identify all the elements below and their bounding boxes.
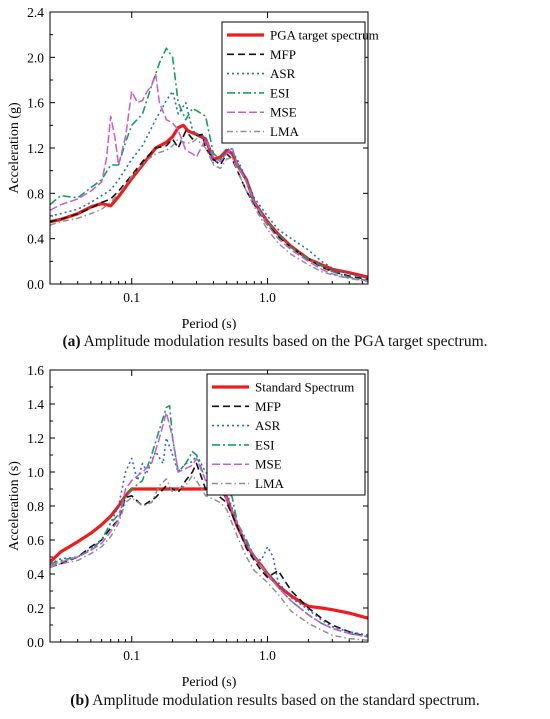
legend-label: MSE <box>270 105 297 120</box>
y-tick-label: 1.2 <box>27 431 44 446</box>
y-tick-label: 0.0 <box>27 635 44 650</box>
caption-a-letter: (a) <box>62 333 81 350</box>
y-tick-label: 0.4 <box>27 232 44 247</box>
series-group <box>50 47 368 283</box>
series-group <box>50 404 368 642</box>
y-tick-label: 1.2 <box>27 141 44 156</box>
legend-label: ASR <box>270 66 296 81</box>
y-tick-label: 1.4 <box>27 397 44 412</box>
y-tick-label: 0.2 <box>27 601 44 616</box>
chart-a: 0.0 0.4 0.8 1.2 1.6 2.0 2.4 0.1 1.0 Period (s) Acc… <box>7 5 379 330</box>
legend-label: LMA <box>270 124 300 139</box>
legend-label: MFP <box>255 399 281 414</box>
series-line-standard-spectrum <box>50 487 368 620</box>
series-line-mfp <box>50 462 368 638</box>
legend-label: Standard Spectrum <box>255 380 354 395</box>
y-tick-label: 1.6 <box>27 96 44 111</box>
legend-box <box>206 373 366 496</box>
chart-b: 0.0 0.2 0.4 0.6 0.8 1.0 1.2 1.4 1.6 0.1 1.0 Period … <box>7 363 369 690</box>
legend-label: PGA target spectrum <box>270 28 379 43</box>
series-line-lma <box>50 138 368 283</box>
y-tick-label: 0.8 <box>27 186 44 201</box>
chart-panel-a: 0.0 0.4 0.8 1.2 1.6 2.0 2.4 0.1 1.0 Period (s) Acc… <box>7 5 379 330</box>
legend-label: ESI <box>270 85 290 100</box>
x-axis-label: Period (s) <box>182 317 237 330</box>
y-tick-label: 0.4 <box>27 567 44 582</box>
x-tick-label: 1.0 <box>259 290 276 305</box>
y-tick-label: 1.6 <box>27 363 44 378</box>
series-line-pga-target-spectrum <box>50 123 368 279</box>
caption-a: (a) Amplitude modulation results based o… <box>0 333 550 351</box>
legend-label: MFP <box>270 47 296 62</box>
y-tick-label: 1.0 <box>27 465 44 480</box>
series-line-mse <box>50 73 368 282</box>
y-tick-label: 0.8 <box>27 499 44 514</box>
plot-frame <box>49 11 369 285</box>
caption-b: (b) Amplitude modulation results based o… <box>0 692 550 710</box>
x-tick-label: 0.1 <box>123 648 140 663</box>
x-tick-label: 1.0 <box>259 648 276 663</box>
x-tick-label: 0.1 <box>123 290 140 305</box>
y-axis-label: Acceleration (g) <box>7 102 22 194</box>
legend-box <box>221 21 366 144</box>
y-tick-label: 2.4 <box>27 5 44 20</box>
series-line-esi <box>50 47 368 282</box>
legend-label: LMA <box>255 476 285 491</box>
caption-a-text: Amplitude modulation results based on th… <box>80 333 488 350</box>
plot-frame <box>49 369 369 643</box>
caption-b-letter: (b) <box>70 692 90 709</box>
caption-b-text: Amplitude modulation results based on th… <box>89 692 480 709</box>
chart-panel-b: 0.0 0.2 0.4 0.6 0.8 1.0 1.2 1.4 1.6 0.1 1.0 Period … <box>0 360 550 719</box>
legend-label: ASR <box>255 418 281 433</box>
y-tick-label: 0.0 <box>27 277 44 292</box>
legend-label: MSE <box>255 457 282 472</box>
y-tick-label: 0.6 <box>27 533 44 548</box>
legend-label: ESI <box>255 437 275 452</box>
y-tick-label: 2.0 <box>27 50 44 65</box>
series-line-lma <box>50 474 368 642</box>
series-line-asr <box>50 437 368 636</box>
y-axis-label: Acceleration (s) <box>7 461 22 551</box>
x-axis-label: Period (s) <box>182 675 237 690</box>
series-line-mfp <box>50 130 368 281</box>
